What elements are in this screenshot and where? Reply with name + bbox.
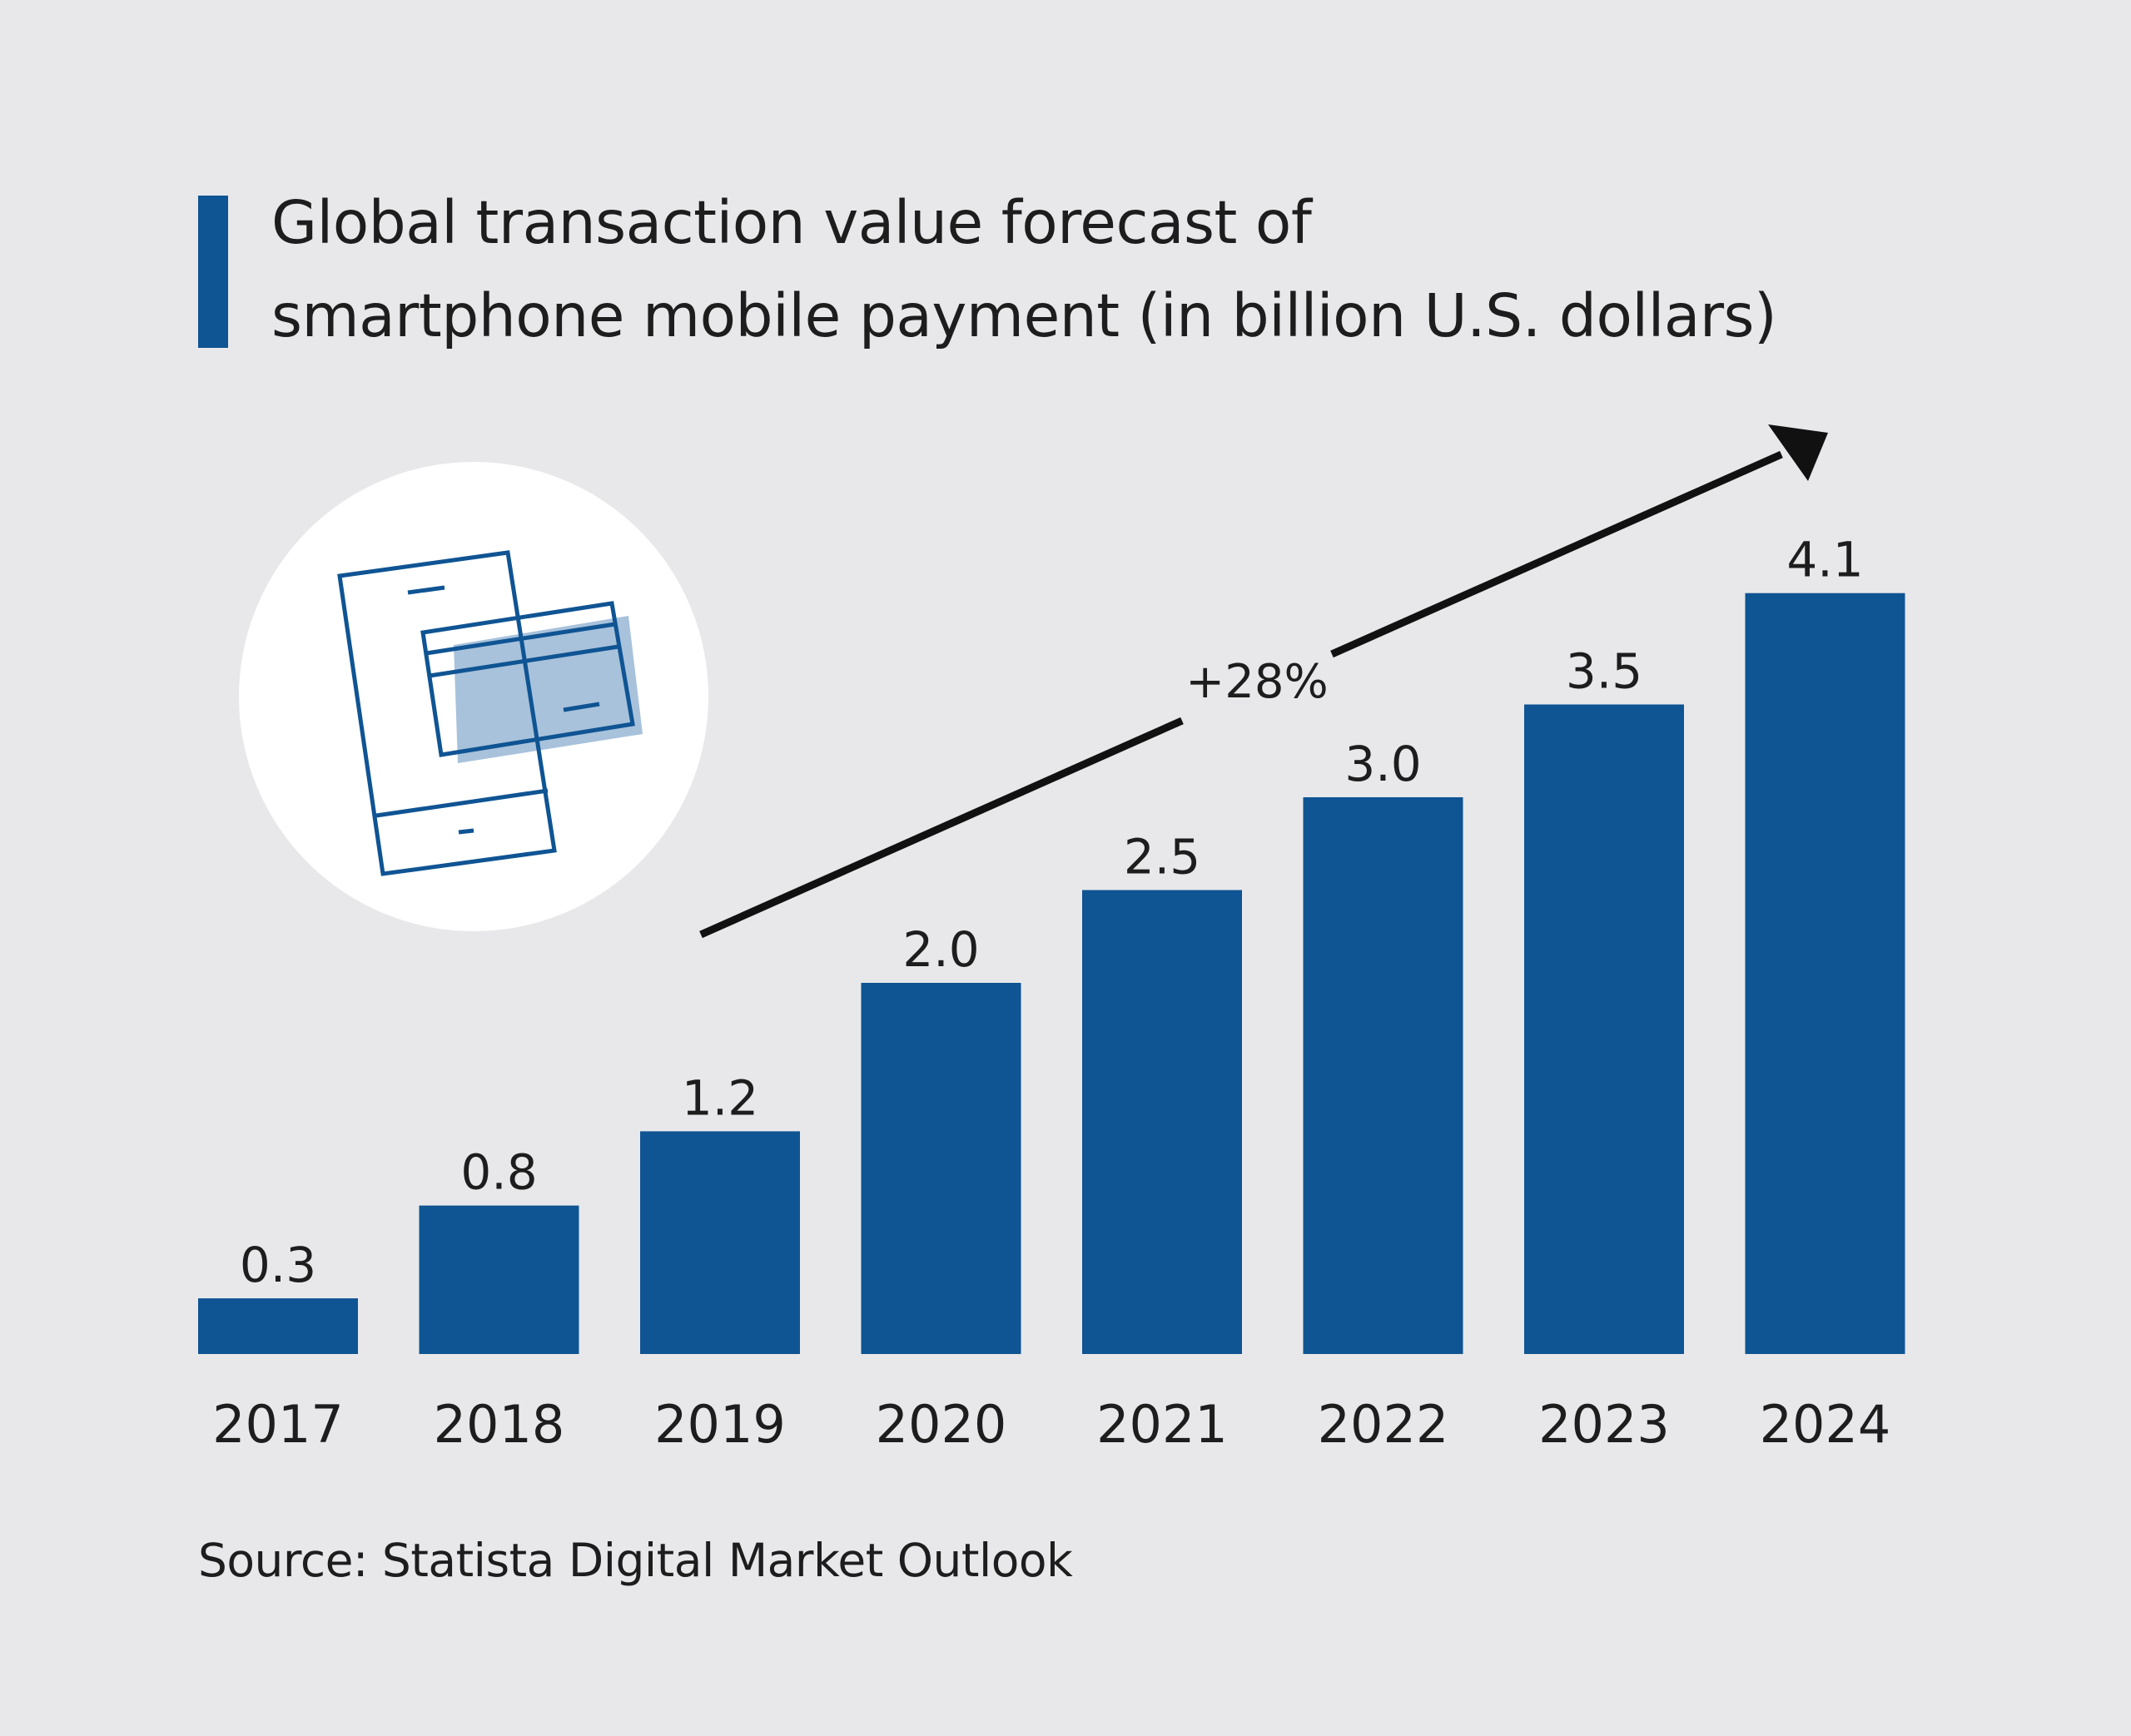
category-label-2021: 2021 (1096, 1394, 1228, 1455)
bar-2020 (861, 983, 1021, 1354)
category-label-2017: 2017 (212, 1394, 344, 1455)
value-label-2022: 3.0 (1344, 736, 1421, 792)
value-label-2023: 3.5 (1566, 643, 1642, 700)
growth-trend-arrow (699, 424, 1828, 939)
chart-title-line-1: Global transaction value forecast of (271, 188, 1312, 257)
bar-2023 (1524, 704, 1684, 1354)
phone-card-payment-icon (239, 462, 708, 931)
value-label-2017: 0.3 (240, 1237, 316, 1293)
bar-2019 (640, 1131, 800, 1354)
value-label-2019: 1.2 (682, 1069, 758, 1126)
bar-2024 (1745, 593, 1905, 1354)
value-label-2021: 2.5 (1124, 829, 1200, 885)
bar-2018 (419, 1205, 579, 1354)
chart-title-line-2: smartphone mobile payment (in billion U.… (271, 281, 1777, 350)
category-label-2020: 2020 (876, 1394, 1007, 1455)
value-label-2020: 2.0 (902, 921, 979, 978)
growth-annotation: +28% (1185, 655, 1328, 709)
source-note: Source: Statista Digital Market Outlook (198, 1534, 1073, 1587)
value-label-2018: 0.8 (460, 1144, 537, 1201)
category-label-2024: 2024 (1760, 1394, 1891, 1455)
bar-2022 (1303, 797, 1463, 1354)
category-label-2023: 2023 (1538, 1394, 1670, 1455)
category-label-2019: 2019 (654, 1394, 786, 1455)
category-label-2022: 2022 (1318, 1394, 1449, 1455)
bar-series: 0.3 2017 0.8 2018 1.2 2019 2.0 2020 2.5 2021 3.0 20… (198, 532, 1905, 1455)
title-accent-bar (198, 196, 228, 348)
category-label-2018: 2018 (434, 1394, 565, 1455)
bar-2021 (1082, 890, 1242, 1354)
arrow-head-icon (1768, 424, 1828, 481)
value-label-2024: 4.1 (1786, 532, 1863, 588)
bar-2017 (198, 1298, 358, 1354)
